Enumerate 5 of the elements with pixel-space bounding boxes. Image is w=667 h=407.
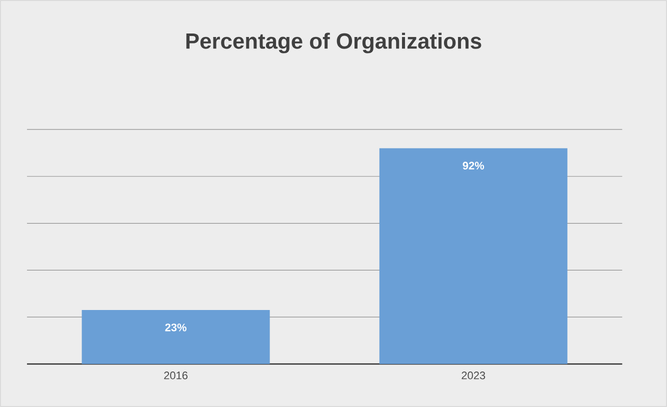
x-tick-label: 2023 bbox=[462, 372, 486, 380]
x-tick-label: 2016 bbox=[164, 372, 188, 380]
data-label: 23% bbox=[165, 324, 186, 332]
chart-title: Percentage of Organizations bbox=[186, 32, 482, 54]
data-label: 92% bbox=[462, 162, 484, 170]
